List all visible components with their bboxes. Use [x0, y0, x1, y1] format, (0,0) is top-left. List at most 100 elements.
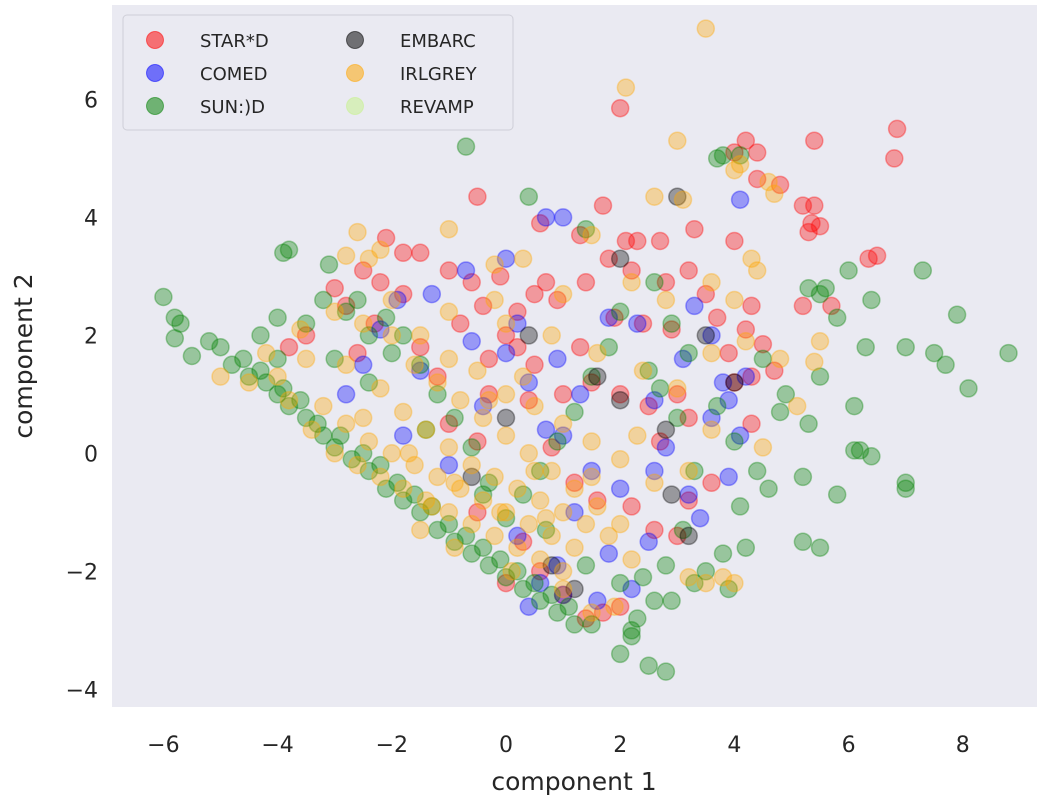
data-point: [679, 461, 698, 481]
data-point: [428, 520, 447, 540]
legend-marker: [146, 97, 164, 115]
data-point: [639, 656, 658, 675]
legend-frame: [122, 14, 514, 131]
data-point: [622, 550, 641, 569]
data-point: [668, 408, 687, 428]
data-point: [445, 538, 464, 557]
data-point: [725, 373, 744, 392]
data-point: [610, 597, 630, 616]
data-point: [525, 355, 544, 375]
data-point: [725, 373, 744, 392]
data-point: [342, 449, 362, 469]
data-point: [679, 261, 698, 280]
data-point: [439, 302, 459, 322]
data-point: [742, 249, 761, 268]
data-point: [353, 444, 373, 463]
data-point: [576, 514, 596, 534]
data-point: [776, 385, 796, 404]
data-point: [770, 402, 790, 422]
data-point: [730, 426, 750, 445]
data-point: [314, 396, 333, 416]
legend-label: REVAMP: [400, 97, 474, 118]
data-point: [536, 273, 556, 292]
data-point: [588, 591, 607, 611]
data-point: [582, 615, 601, 634]
data-point: [308, 414, 327, 434]
data-point: [628, 609, 647, 628]
data-point: [662, 314, 681, 333]
data-point: [513, 367, 533, 386]
data-point: [513, 579, 533, 599]
data-point: [479, 473, 499, 493]
data-point: [422, 284, 442, 304]
data-point: [359, 461, 379, 481]
data-point: [491, 267, 510, 286]
data-point: [747, 169, 767, 189]
data-point: [439, 503, 459, 522]
data-point: [359, 432, 379, 451]
data-point: [439, 414, 459, 434]
data-point: [725, 573, 744, 593]
data-point: [588, 491, 607, 510]
data-point: [411, 326, 430, 345]
data-point: [565, 402, 584, 422]
data-point: [496, 503, 516, 522]
data-point: [656, 290, 676, 310]
data-point: [565, 615, 584, 634]
data-point: [662, 320, 681, 339]
data-point: [725, 432, 744, 451]
data-point: [268, 385, 287, 404]
data-point: [713, 373, 733, 392]
data-point: [496, 408, 516, 428]
data-point: [896, 473, 915, 493]
data-point: [610, 573, 630, 593]
data-point: [605, 597, 624, 616]
data-point: [336, 302, 356, 322]
data-point: [473, 396, 493, 416]
data-point: [702, 343, 721, 363]
data-point: [673, 349, 693, 369]
data-point: [633, 361, 653, 380]
data-point: [154, 287, 173, 307]
data-point: [353, 261, 373, 280]
data-point: [371, 320, 390, 339]
data-point: [742, 414, 761, 434]
data-point: [959, 379, 978, 398]
data-point: [742, 367, 761, 386]
data-point: [548, 603, 567, 622]
data-point: [274, 379, 293, 398]
data-point: [451, 390, 470, 410]
data-point: [485, 526, 504, 546]
data-point: [622, 626, 641, 646]
data-point: [725, 290, 744, 310]
series-star-d: [279, 98, 907, 628]
data-point: [725, 231, 744, 251]
data-point: [291, 390, 310, 410]
data-point: [719, 467, 738, 487]
y-tick-label: −4: [66, 678, 98, 703]
data-point: [296, 326, 316, 345]
data-point: [679, 526, 698, 546]
data-point: [924, 343, 944, 363]
data-point: [268, 367, 287, 386]
data-point: [371, 455, 390, 475]
data-point: [719, 579, 738, 599]
data-point: [576, 219, 596, 239]
data-point: [274, 243, 293, 263]
data-point: [633, 314, 653, 333]
data-point: [485, 467, 504, 487]
data-point: [468, 187, 487, 206]
data-point: [736, 367, 756, 386]
data-point: [211, 367, 230, 386]
data-point: [536, 520, 556, 540]
data-point: [827, 485, 847, 504]
data-point: [491, 550, 510, 569]
data-point: [656, 273, 676, 292]
data-point: [462, 438, 481, 457]
x-tick-label: −6: [147, 733, 179, 758]
data-point: [353, 408, 373, 428]
data-point: [650, 379, 670, 398]
x-tick-label: 0: [499, 733, 513, 758]
data-point: [314, 290, 333, 310]
data-point: [279, 240, 299, 260]
